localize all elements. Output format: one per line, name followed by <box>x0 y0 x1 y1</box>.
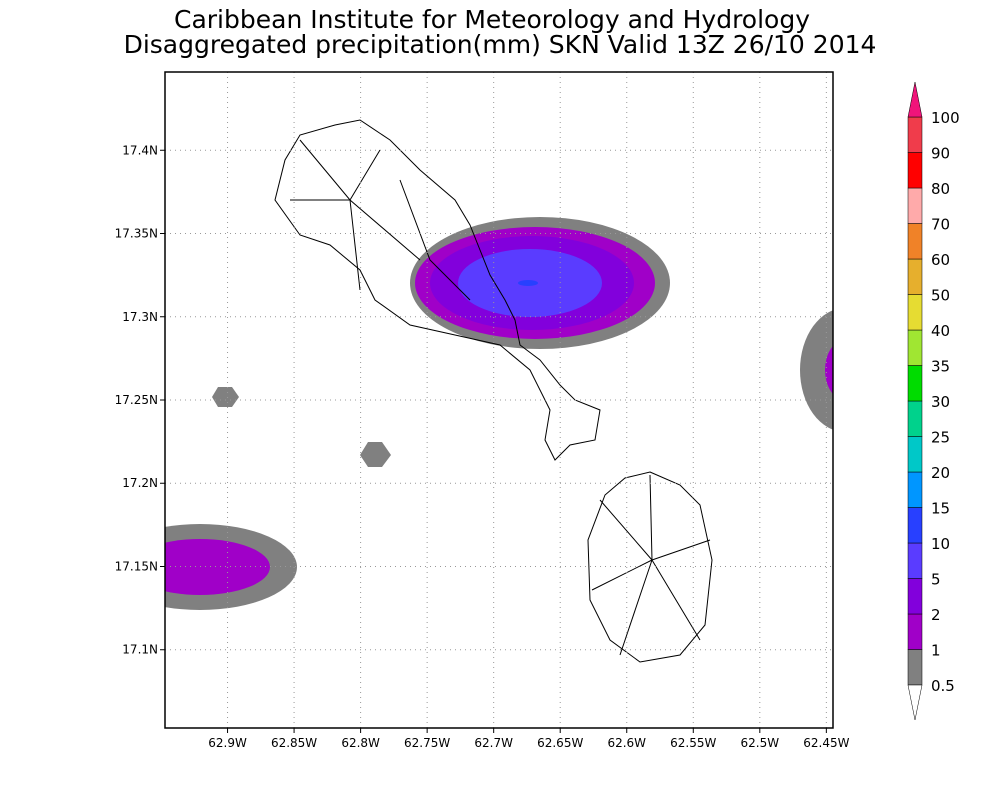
colorbar-label: 2 <box>931 606 941 624</box>
y-tick-label: 17.2N <box>122 476 158 490</box>
colorbar-label: 60 <box>931 251 950 269</box>
colorbar-label: 90 <box>931 145 950 163</box>
colorbar-swatch <box>907 400 923 437</box>
x-tick-label: 62.55W <box>670 736 716 750</box>
colorbar-label: 30 <box>931 393 950 411</box>
x-tick-label: 62.9W <box>208 736 247 750</box>
colorbar-swatch <box>907 436 923 473</box>
colorbar-swatch <box>907 329 923 366</box>
colorbar-label: 100 <box>931 109 960 127</box>
plot-area <box>165 72 833 728</box>
colorbar-swatch <box>907 578 923 615</box>
colorbar-label: 35 <box>931 358 950 376</box>
colorbar-swatch <box>907 187 923 224</box>
colorbar-swatch <box>907 365 923 402</box>
colorbar-label: 80 <box>931 180 950 198</box>
y-tick-label: 17.3N <box>122 310 158 324</box>
colorbar-swatch <box>907 223 923 260</box>
x-tick-label: 62.85W <box>271 736 317 750</box>
x-tick-label: 62.75W <box>404 736 450 750</box>
colorbar-under <box>907 684 923 721</box>
axes: 62.9W 62.85W 62.8W 62.75W 62.7W 62.65W 62.6W 62… <box>115 143 850 750</box>
colorbar-over <box>907 81 923 118</box>
colorbar-label: 15 <box>931 500 950 518</box>
colorbar-label: 50 <box>931 287 950 305</box>
colorbar-label: 1 <box>931 642 941 660</box>
x-tick-label: 62.45W <box>803 736 849 750</box>
island-outlines <box>274 119 713 663</box>
colorbar-label: 20 <box>931 464 950 482</box>
y-tick-label: 17.35N <box>115 227 158 241</box>
colorbar-label: 70 <box>931 216 950 234</box>
x-tick-label: 62.5W <box>741 736 780 750</box>
colorbar-label: 10 <box>931 535 950 553</box>
y-tick-label: 17.1N <box>122 643 158 657</box>
x-tick-label: 62.6W <box>607 736 646 750</box>
colorbar-swatch <box>907 649 923 686</box>
y-tick-label: 17.15N <box>115 559 158 573</box>
colorbar-swatch <box>907 613 923 650</box>
colorbar-swatch <box>907 294 923 331</box>
colorbar-label: 0.5 <box>931 677 955 695</box>
colorbar-swatch <box>907 507 923 544</box>
precipitation-field <box>165 217 833 610</box>
colorbar-swatch <box>907 258 923 295</box>
x-tick-label: 62.65W <box>537 736 583 750</box>
subtitle: Disaggregated precipitation(mm) SKN Vali… <box>124 30 877 59</box>
grid <box>165 72 833 728</box>
colorbar-swatch <box>907 152 923 189</box>
title: Caribbean Institute for Meteorology and … <box>174 5 810 34</box>
x-tick-label: 62.7W <box>474 736 513 750</box>
y-tick-label: 17.4N <box>122 143 158 157</box>
colorbar-swatch <box>907 471 923 508</box>
colorbar-swatch <box>907 542 923 579</box>
y-tick-label: 17.25N <box>115 393 158 407</box>
colorbar-label: 5 <box>931 571 941 589</box>
colorbar-label: 40 <box>931 322 950 340</box>
colorbar-label: 25 <box>931 429 950 447</box>
colorbar-swatch <box>907 116 923 153</box>
x-tick-label: 62.8W <box>341 736 380 750</box>
